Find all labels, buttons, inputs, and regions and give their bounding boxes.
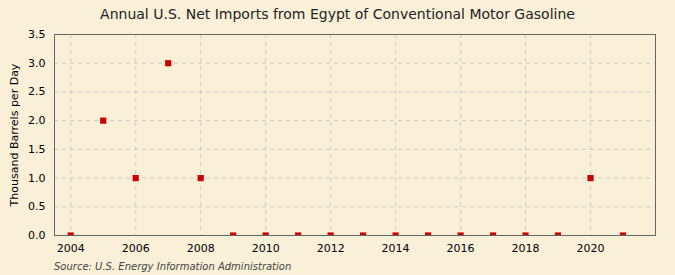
- svg-text:2018: 2018: [512, 242, 540, 255]
- svg-text:2006: 2006: [122, 242, 150, 255]
- svg-text:2008: 2008: [187, 242, 215, 255]
- svg-text:2.5: 2.5: [28, 85, 46, 98]
- svg-text:2010: 2010: [252, 242, 280, 255]
- svg-text:3.0: 3.0: [28, 57, 46, 70]
- svg-text:Thousand Barrels per Day: Thousand Barrels per Day: [8, 63, 21, 207]
- svg-text:2004: 2004: [57, 242, 85, 255]
- svg-text:2.0: 2.0: [28, 114, 46, 127]
- svg-text:1.0: 1.0: [28, 172, 46, 185]
- svg-text:2012: 2012: [317, 242, 345, 255]
- svg-text:2020: 2020: [577, 242, 605, 255]
- svg-text:0.0: 0.0: [28, 229, 46, 242]
- svg-text:0.5: 0.5: [28, 200, 46, 213]
- svg-text:2014: 2014: [382, 242, 410, 255]
- svg-text:1.5: 1.5: [28, 143, 46, 156]
- html-text:Annual U.S. Net Imports from E: Annual U.S. Net Imports from Egypt of Co…: [100, 6, 575, 22]
- svg-text:2016: 2016: [447, 242, 475, 255]
- html-text:Source: U.S. Energy Informatio: Source: U.S. Energy Information Administ…: [54, 261, 292, 272]
- svg-text:3.5: 3.5: [28, 28, 46, 41]
